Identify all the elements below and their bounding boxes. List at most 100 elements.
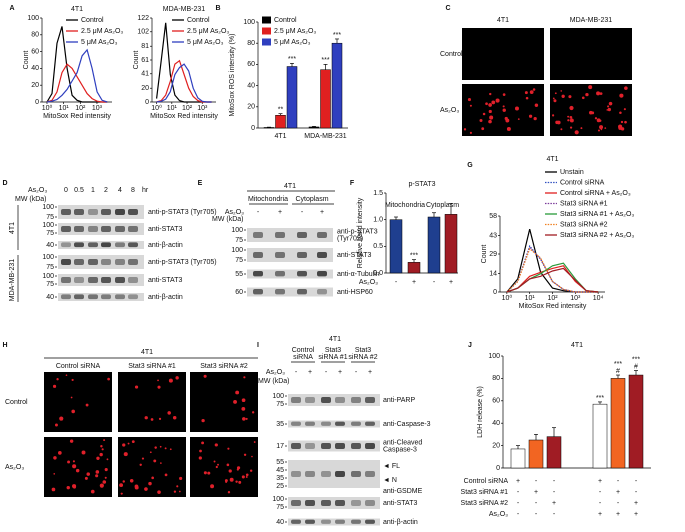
y-tick-label: 100: [27, 15, 39, 22]
sign: -: [517, 500, 520, 507]
cell: [199, 449, 202, 453]
cell: [99, 483, 104, 488]
cell: [607, 105, 610, 108]
band: [115, 226, 125, 232]
legend-label: Stat3 siRNA #1 + As₂O₃: [560, 211, 634, 218]
cell: [241, 398, 246, 403]
cell: [567, 115, 570, 118]
time-label: 8: [131, 187, 135, 194]
y-tick-label: 14: [489, 270, 497, 277]
cell: [561, 94, 565, 98]
cell: [122, 443, 126, 447]
band: [128, 242, 138, 248]
antibody-label: Caspase-3: [383, 446, 417, 453]
band: [128, 277, 138, 283]
column-label: MDA-MB-231: [570, 17, 613, 24]
y-tick-label: 0: [145, 99, 149, 106]
bar: [528, 439, 544, 469]
band: [365, 500, 375, 506]
cell: [154, 446, 157, 449]
band: [253, 289, 263, 295]
legend-label: 2.5 μM As₂O₃: [274, 28, 316, 35]
cell: [141, 457, 145, 460]
antibody-label: anti-β-actin: [148, 294, 183, 301]
blot: [288, 460, 380, 488]
blot: [247, 269, 333, 279]
cell: [159, 445, 162, 448]
sign: -: [535, 500, 538, 507]
x-tick-label: -: [433, 279, 436, 286]
sign: -: [599, 500, 602, 507]
bar: [275, 115, 286, 129]
cell: [75, 468, 80, 473]
time-label: 0.5: [74, 187, 84, 194]
sign: +: [338, 369, 342, 376]
cell: [619, 93, 624, 98]
mw-marker: 40: [276, 519, 284, 526]
chart-title: 4T1: [71, 6, 83, 13]
band: [115, 242, 125, 248]
cell: [56, 378, 59, 381]
antibody-label: anti-STAT3: [337, 252, 371, 259]
legend-label: Stat3 siRNA #2 + As₂O₃: [560, 232, 634, 239]
band: [291, 397, 301, 403]
cell: [164, 473, 168, 477]
cell: [606, 109, 609, 111]
x-tick-label: 10⁰: [42, 104, 53, 112]
cell: [226, 463, 230, 467]
x-tick-label: -: [395, 279, 398, 286]
group-label: Cytoplasm: [426, 202, 459, 209]
chart-title: 4T1: [546, 156, 558, 163]
sign: +: [634, 511, 638, 518]
band: [297, 289, 307, 295]
band: [88, 226, 98, 232]
significance: ***: [288, 56, 296, 63]
mw-marker: 75: [235, 257, 243, 264]
blot: [288, 420, 380, 428]
group-label: Control: [292, 347, 315, 354]
cell: [488, 119, 492, 124]
cell: [134, 485, 139, 490]
mw-header: MW (kDa): [212, 216, 244, 223]
band: [335, 397, 345, 403]
cell: [53, 456, 57, 460]
y-tick-label: 80: [247, 40, 255, 47]
cell: [157, 490, 161, 494]
antibody-label: anti-Caspase-3: [383, 421, 431, 428]
x-tick-label: MDA-MB-231: [304, 133, 347, 140]
cell: [144, 416, 148, 420]
band: [88, 294, 98, 300]
cell: [157, 379, 159, 382]
panel-label: D: [2, 180, 7, 187]
panel-title: 4T1: [141, 349, 153, 356]
band: [101, 277, 111, 283]
cell: [553, 99, 557, 103]
antibody-label: anti-α-Tubulin: [337, 271, 380, 278]
y-tick-label: 20: [31, 82, 39, 89]
y-tick-label: 0: [493, 289, 497, 296]
y-tick-label: 40: [31, 65, 39, 72]
mw-marker: 100: [231, 227, 243, 234]
band: [61, 242, 71, 248]
band: [74, 209, 84, 215]
band-marker: ◄ FL: [383, 463, 400, 470]
sign: -: [553, 478, 556, 485]
panel-title: 4T1: [329, 336, 341, 343]
cell: [607, 107, 612, 112]
cell: [560, 90, 563, 92]
y-tick-label: 0: [35, 99, 39, 106]
legend-swatch: [262, 38, 271, 46]
band: [351, 397, 361, 403]
y-tick-label: 100: [488, 353, 500, 360]
panel-label: C: [445, 5, 450, 12]
mw-marker: 40: [46, 242, 54, 249]
cell: [599, 125, 604, 130]
treatment-label: As₂O₃: [266, 369, 285, 376]
cell: [482, 112, 486, 116]
cell: [469, 104, 472, 107]
sign: +: [278, 209, 282, 216]
cell: [160, 462, 162, 464]
cell: [567, 119, 570, 122]
mw-marker: 17: [276, 443, 284, 450]
cell: [201, 418, 205, 423]
